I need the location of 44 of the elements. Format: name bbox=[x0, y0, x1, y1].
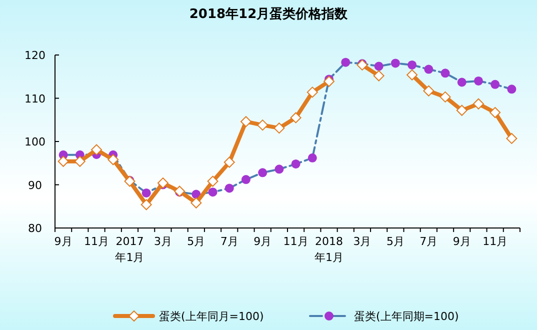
point bbox=[190, 197, 202, 208]
point bbox=[456, 104, 468, 116]
point bbox=[224, 156, 235, 168]
point bbox=[207, 176, 218, 187]
point bbox=[140, 199, 152, 210]
x-tick-label: 5月 bbox=[187, 235, 206, 248]
x-tick-label: 11月 bbox=[84, 235, 110, 248]
y-tick-label: 90 bbox=[28, 178, 42, 192]
point bbox=[373, 70, 384, 82]
y-tick-label: 110 bbox=[24, 92, 46, 106]
point bbox=[274, 122, 285, 134]
point bbox=[257, 120, 268, 131]
x-tick-label: 2018年1月 bbox=[314, 235, 344, 264]
x-tick-label: 3月 bbox=[154, 235, 172, 248]
legend-label: 蛋类(上年同月=100) bbox=[159, 310, 264, 323]
x-tick-label: 9月 bbox=[452, 235, 471, 248]
point bbox=[423, 85, 434, 96]
x-tick-label: 9月 bbox=[254, 235, 272, 248]
x-tick-label: 2017年1月 bbox=[115, 235, 144, 264]
point bbox=[108, 154, 119, 166]
x-tick-label: 3月 bbox=[353, 235, 372, 248]
point bbox=[306, 86, 318, 98]
point bbox=[58, 156, 69, 167]
point bbox=[406, 69, 418, 80]
x-tick-label: 11月 bbox=[283, 235, 308, 248]
point bbox=[290, 112, 302, 124]
chart-title: 2018年12月蛋类价格指数 bbox=[189, 7, 349, 22]
x-tick-label: 7月 bbox=[220, 235, 238, 248]
y-tick-label: 120 bbox=[24, 49, 46, 62]
point bbox=[440, 91, 451, 102]
x-tick-label: 7月 bbox=[420, 235, 438, 248]
x-tick-label: 9月 bbox=[54, 235, 72, 248]
legend-label: 蛋类(上年同期=100) bbox=[354, 310, 459, 323]
x-tick-label: 5月 bbox=[386, 235, 404, 248]
point bbox=[506, 132, 518, 144]
point bbox=[490, 107, 501, 118]
x-tick-label: 11月 bbox=[482, 235, 508, 248]
y-tick-label: 80 bbox=[28, 222, 42, 235]
point bbox=[472, 98, 484, 110]
point bbox=[74, 156, 86, 167]
point bbox=[324, 76, 335, 87]
y-tick-label: 100 bbox=[24, 136, 46, 148]
point bbox=[240, 116, 252, 128]
point bbox=[91, 144, 102, 156]
